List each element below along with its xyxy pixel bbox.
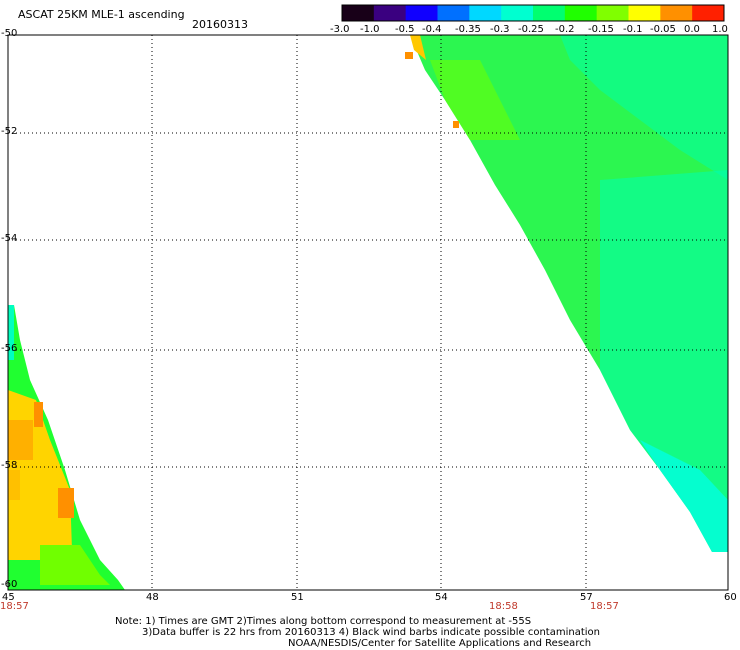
x-tick-label: 57 bbox=[580, 592, 593, 603]
colorbar-swatch bbox=[373, 5, 407, 21]
colorbar-swatch bbox=[533, 5, 566, 21]
colorbar-label: -0.4 bbox=[422, 24, 442, 35]
x-tick-label: 54 bbox=[435, 592, 448, 603]
colorbar-swatch bbox=[469, 5, 502, 21]
colorbar-swatch bbox=[628, 5, 661, 21]
product-title: ASCAT 25KM MLE-1 ascending bbox=[18, 8, 185, 21]
y-tick-label: -54 bbox=[1, 233, 18, 244]
pass-time: 18:57 bbox=[0, 601, 29, 612]
colorbar-label: -0.05 bbox=[650, 24, 676, 35]
colorbar-label: -3.0 bbox=[330, 24, 350, 35]
colorbar-swatch bbox=[437, 5, 470, 21]
colorbar-swatch bbox=[342, 5, 375, 21]
colorbar-border bbox=[341, 4, 725, 22]
right-swath bbox=[405, 35, 728, 552]
x-tick-label: 60 bbox=[724, 592, 737, 603]
colorbar bbox=[341, 4, 725, 22]
colorbar-swatch bbox=[564, 5, 598, 21]
colorbar-label: -0.3 bbox=[490, 24, 510, 35]
pass-time: 18:57 bbox=[590, 601, 619, 612]
x-tick-label: 45 bbox=[2, 592, 15, 603]
grid bbox=[8, 35, 728, 590]
colorbar-label: 0.0 bbox=[684, 24, 700, 35]
colorbar-label: -0.25 bbox=[518, 24, 544, 35]
note-line-3: NOAA/NESDIS/Center for Satellite Applica… bbox=[288, 638, 592, 649]
colorbar-swatch bbox=[596, 5, 629, 21]
colorbar-swatch bbox=[660, 5, 693, 21]
y-tick-label: -58 bbox=[1, 460, 18, 471]
note-line-1: Note: 1) Times are GMT 2)Times along bot… bbox=[115, 616, 532, 627]
y-tick-label: -56 bbox=[1, 343, 18, 354]
colorbar-swatch bbox=[692, 5, 725, 21]
x-tick-label: 48 bbox=[146, 592, 159, 603]
x-tick-label: 51 bbox=[291, 592, 304, 603]
product-date: 20160313 bbox=[192, 18, 248, 31]
colorbar-label: -0.35 bbox=[455, 24, 481, 35]
y-tick-label: -50 bbox=[1, 28, 18, 39]
colorbar-label: -0.5 bbox=[395, 24, 415, 35]
pass-time: 18:58 bbox=[489, 601, 518, 612]
colorbar-label: -1.0 bbox=[360, 24, 380, 35]
left-swath bbox=[8, 305, 125, 590]
colorbar-label: -0.1 bbox=[623, 24, 643, 35]
colorbar-label: -0.15 bbox=[588, 24, 614, 35]
y-tick-label: -52 bbox=[1, 126, 18, 137]
colorbar-label: 1.0 bbox=[712, 24, 728, 35]
note-line-2: 3)Data buffer is 22 hrs from 20160313 4)… bbox=[142, 627, 600, 638]
colorbar-label: -0.2 bbox=[555, 24, 575, 35]
colorbar-swatch bbox=[501, 5, 534, 21]
colorbar-swatch bbox=[405, 5, 438, 21]
y-tick-label: -60 bbox=[1, 579, 18, 590]
plot-frame bbox=[7, 34, 729, 591]
